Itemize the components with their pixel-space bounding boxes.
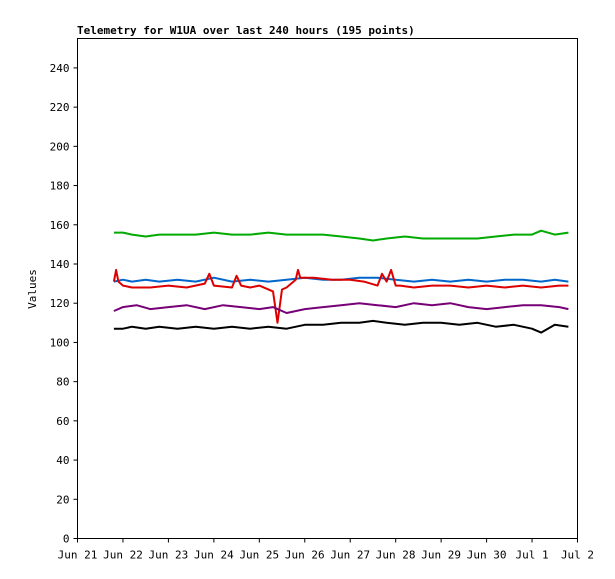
series-line-2 [112,268,569,324]
series-layer [112,229,569,334]
x-tick-label: Jun 29 [421,549,461,562]
y-tick-label: 220 [50,101,70,114]
plot-frame [77,38,578,539]
y-tick-label: 80 [56,376,69,389]
x-axis: Jun 21 Jun 22 Jun 23 Jun 24 Jun 25 Jun 26 Jun … [58,538,594,562]
series-line-4 [113,319,569,334]
y-tick-label: 40 [56,454,69,467]
x-tick-label: Jun 25 [239,549,279,562]
x-tick-label: Jun 28 [376,549,416,562]
x-tick-label: Jun 30 [467,549,507,562]
x-tick-label: Jul 1 [515,549,548,562]
y-tick-label: 180 [50,180,70,193]
x-tick-label: Jun 27 [330,549,370,562]
y-tick-label: 0 [63,533,70,546]
y-axis: 0 20 40 60 80 100 120 140 160 180 200 220 240 [50,62,78,546]
series-line-3 [113,302,569,314]
x-tick-label: Jun 26 [285,549,325,562]
y-tick-label: 200 [50,140,70,153]
y-tick-label: 60 [56,415,69,428]
x-tick-label: Jul 2 [561,549,594,562]
y-tick-label: 240 [50,62,70,75]
x-tick-label: Jun 21 [58,549,98,562]
chart-title: Telemetry for W1UA over last 240 hours (… [77,24,415,37]
y-tick-label: 20 [56,493,69,506]
y-tick-label: 120 [50,297,70,310]
y-axis-label: Values [26,269,39,309]
y-tick-label: 100 [50,336,70,349]
x-tick-label: Jun 22 [103,549,143,562]
y-tick-label: 140 [50,258,70,271]
series-line-0 [113,229,569,242]
x-tick-label: Jun 24 [194,549,234,562]
x-tick-label: Jun 23 [149,549,189,562]
y-tick-label: 160 [50,219,70,232]
